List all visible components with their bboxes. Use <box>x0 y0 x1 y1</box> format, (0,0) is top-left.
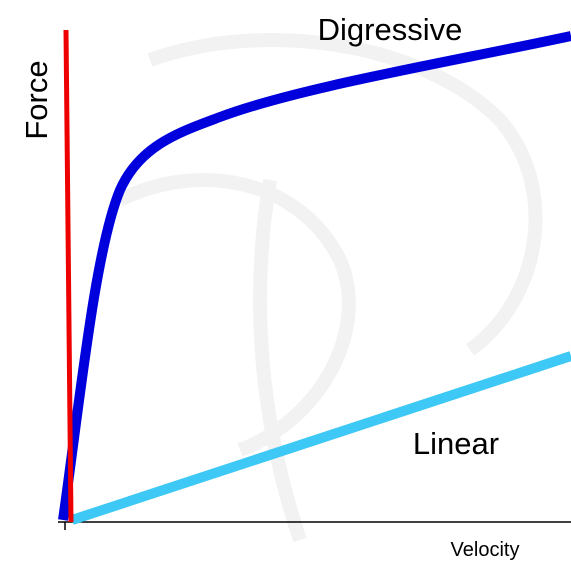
x-axis-label: Velocity <box>451 539 520 561</box>
y-axis-label: Force <box>19 60 54 139</box>
watermark <box>120 40 536 540</box>
watermark-stroke <box>260 180 300 540</box>
linear-label: Linear <box>413 426 499 461</box>
watermark-stroke <box>120 180 349 450</box>
digressive-label: Digressive <box>318 12 463 47</box>
diagram: Digressive Linear Force Velocity <box>0 0 571 563</box>
vertical-curve <box>66 30 71 522</box>
page: {"labels": {"y_axis": "Force", "x_axis":… <box>0 0 571 563</box>
